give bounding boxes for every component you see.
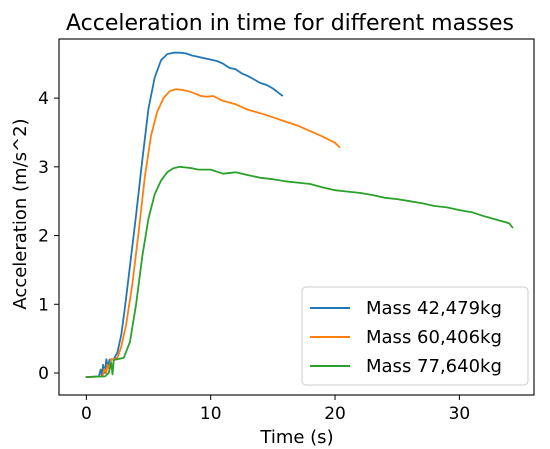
x-axis: 0 10 20 30 [81, 395, 470, 424]
y-tick-label: 4 [38, 89, 49, 109]
y-tick-label: 3 [38, 158, 49, 178]
legend-label-1: Mass 42,479kg [366, 298, 502, 319]
chart-title: Acceleration in time for different masse… [66, 11, 514, 36]
y-axis: 0 1 2 3 4 [38, 89, 59, 384]
y-tick-label: 2 [38, 227, 49, 247]
series-line-2 [85, 88, 341, 378]
legend: Mass 42,479kg Mass 60,406kg Mass 77,640kg [301, 286, 529, 386]
series-line-3 [85, 165, 514, 378]
x-tick-label: 30 [449, 404, 471, 424]
y-axis-label: Acceleration (m/s^2) [10, 118, 31, 309]
x-tick-label: 0 [81, 404, 92, 424]
legend-label-3: Mass 77,640kg [366, 356, 502, 377]
plot-frame [58, 38, 535, 396]
legend-label-2: Mass 60,406kg [366, 327, 502, 348]
legend-box [301, 286, 529, 386]
series-line-1 [85, 51, 284, 378]
y-tick-label: 1 [38, 295, 49, 315]
y-tick-label: 0 [38, 364, 49, 384]
x-tick-label: 10 [200, 404, 222, 424]
x-axis-label: Time (s) [259, 427, 333, 448]
x-tick-label: 20 [324, 404, 346, 424]
plot-lines [85, 51, 514, 378]
